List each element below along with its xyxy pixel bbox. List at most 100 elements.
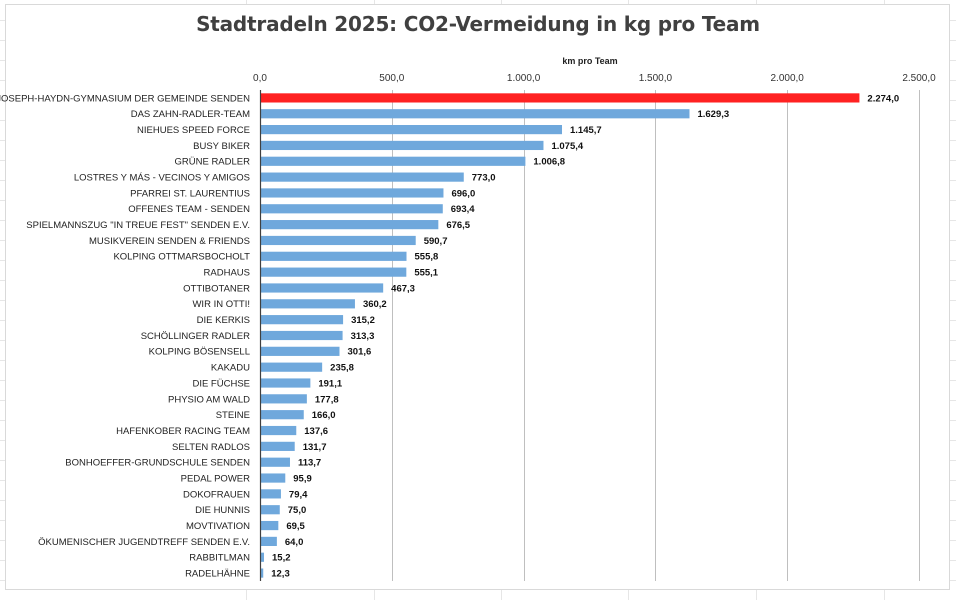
bar[interactable] — [260, 299, 355, 309]
data-label: 137,6 — [304, 426, 328, 437]
x-tick-label: 500,0 — [379, 73, 404, 84]
bar[interactable] — [260, 251, 407, 261]
data-label: 555,1 — [414, 268, 438, 279]
bar[interactable] — [260, 156, 526, 166]
category-label: DOKOFRAUEN — [183, 489, 250, 500]
data-label: 693,4 — [451, 204, 475, 215]
data-label: 113,7 — [298, 458, 321, 469]
category-label: RADELHÄHNE — [185, 568, 250, 579]
data-label: 15,2 — [272, 553, 291, 564]
data-label: 235,8 — [330, 363, 354, 374]
data-label: 313,3 — [351, 331, 375, 342]
x-tick-label: 2.000,0 — [771, 73, 805, 84]
data-label: 131,7 — [303, 442, 327, 453]
data-label: 676,5 — [446, 220, 470, 231]
bar[interactable] — [260, 346, 340, 356]
bar[interactable] — [260, 489, 281, 499]
bar[interactable] — [260, 378, 311, 388]
category-label: HAFENKOBER RACING TEAM — [116, 426, 250, 437]
category-label: WIR IN OTTI! — [192, 299, 250, 310]
category-label: LOSTRES Y MÁS - VECINOS Y AMIGOS — [74, 173, 250, 184]
bar[interactable] — [260, 267, 407, 277]
x-tick-label: 2.500,0 — [902, 73, 936, 84]
category-label: PFARREI ST. LAURENTIUS — [130, 188, 250, 199]
category-label: PHYSIO AM WALD — [168, 394, 250, 405]
data-label: 177,8 — [315, 394, 339, 405]
category-label: SCHÖLLINGER RADLER — [141, 331, 250, 342]
category-label: ÖKUMENISCHER JUGENDTREFF SENDEN E.V. — [38, 537, 250, 548]
bar[interactable] — [260, 362, 323, 372]
category-label: STEINE — [216, 410, 250, 421]
category-label: KOLPING OTTMARSBOCHOLT — [113, 252, 250, 263]
bar[interactable] — [260, 505, 280, 515]
data-label: 1.145,7 — [570, 125, 602, 136]
bar[interactable] — [260, 473, 286, 483]
x-tick-label: 1.000,0 — [507, 73, 541, 84]
x-tick-label: 0,0 — [253, 73, 267, 84]
bar[interactable] — [260, 188, 444, 198]
data-label: 12,3 — [271, 568, 290, 579]
bar[interactable] — [260, 330, 343, 341]
category-label: SPIELMANNSZUG "IN TREUE FEST" SENDEN E.V… — [26, 220, 250, 231]
bar[interactable] — [260, 394, 307, 404]
bar[interactable] — [260, 220, 439, 230]
data-label: 64,0 — [285, 537, 304, 548]
category-label: JOSEPH-HAYDN-GYMNASIUM DER GEMEINDE SEND… — [0, 93, 250, 104]
data-label: 590,7 — [424, 236, 448, 247]
category-label: DIE FÜCHSE — [192, 378, 250, 389]
bar[interactable] — [260, 204, 443, 214]
category-label: MUSIKVEREIN SENDEN & FRIENDS — [89, 236, 250, 247]
bar[interactable] — [260, 235, 416, 246]
data-label: 95,9 — [293, 473, 312, 484]
data-label: 773,0 — [472, 173, 496, 184]
data-label: 79,4 — [289, 489, 308, 500]
category-label: MOVTIVATION — [186, 521, 250, 532]
x-axis-title: km pro Team — [562, 56, 618, 66]
bar[interactable] — [260, 425, 297, 436]
category-label: GRÜNE RADLER — [175, 157, 251, 168]
data-label: 360,2 — [363, 299, 387, 310]
data-label: 1.629,3 — [697, 109, 729, 120]
bar[interactable] — [260, 283, 384, 293]
data-label: 166,0 — [312, 410, 336, 421]
chart-title: Stadtradeln 2025: CO2-Vermeidung in kg p… — [196, 12, 760, 36]
category-label: DIE KERKIS — [197, 315, 250, 326]
category-label: BONHOEFFER-GRUNDSCHULE SENDEN — [65, 458, 250, 469]
bar[interactable] — [260, 93, 860, 103]
category-label: OFFENES TEAM - SENDEN — [128, 204, 250, 215]
category-label: RABBITLMAN — [189, 553, 250, 564]
data-label: 1.075,4 — [551, 141, 583, 152]
data-label: 69,5 — [286, 521, 305, 532]
category-label: NIEHUES SPEED FORCE — [137, 125, 250, 136]
category-label: PEDAL POWER — [181, 473, 250, 484]
category-label: KOLPING BÖSENSELL — [149, 347, 250, 358]
data-label: 467,3 — [391, 283, 415, 294]
bar[interactable] — [260, 109, 690, 119]
bar[interactable] — [260, 140, 544, 151]
data-label: 2.274,0 — [867, 93, 899, 104]
data-label: 315,2 — [351, 315, 375, 326]
data-label: 75,0 — [288, 505, 307, 516]
bar[interactable] — [260, 315, 344, 325]
bar[interactable] — [260, 520, 279, 531]
bar[interactable] — [260, 441, 295, 451]
category-label: OTTIBOTANER — [183, 283, 250, 294]
data-label: 301,6 — [348, 347, 372, 358]
data-label: 696,0 — [451, 188, 475, 199]
bar[interactable] — [260, 536, 277, 546]
bar[interactable] — [260, 568, 264, 578]
bar[interactable] — [260, 457, 290, 467]
data-label: 1.006,8 — [533, 157, 565, 168]
category-label: BUSY BIKER — [193, 141, 250, 152]
data-label: 555,8 — [415, 252, 439, 263]
category-label: KAKADU — [211, 363, 250, 374]
x-tick-label: 1.500,0 — [639, 73, 673, 84]
category-label: SELTEN RADLOS — [172, 442, 250, 453]
bar[interactable] — [260, 172, 464, 182]
bar[interactable] — [260, 552, 265, 562]
category-label: DIE HUNNIS — [195, 505, 250, 516]
category-label: RADHAUS — [204, 268, 250, 279]
bar[interactable] — [260, 125, 563, 135]
bar[interactable] — [260, 410, 304, 420]
